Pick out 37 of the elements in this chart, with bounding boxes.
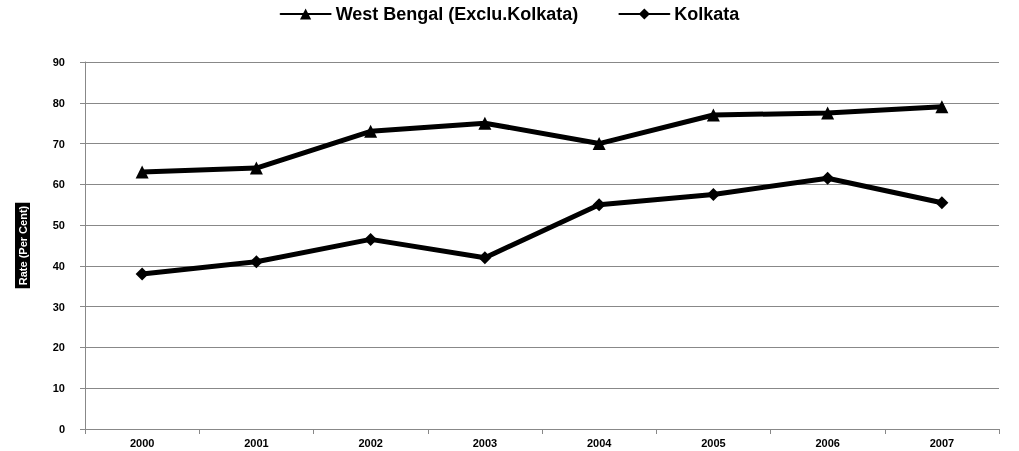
point	[478, 116, 492, 130]
y-tick-label: 30	[52, 300, 65, 313]
y-tick-label: 80	[52, 96, 65, 109]
point	[592, 137, 606, 151]
y-tick-label: 20	[52, 341, 65, 354]
point	[821, 106, 835, 120]
x-tick-label: 2001	[244, 436, 269, 449]
point	[706, 108, 720, 122]
point	[364, 232, 378, 246]
x-tick-label: 2007	[929, 436, 955, 449]
legend-label: Kolkata	[674, 4, 741, 24]
legend-label: West Bengal (Exclu.Kolkata)	[335, 4, 579, 24]
x-tick-label: 2002	[358, 436, 383, 449]
point	[249, 255, 263, 269]
point	[478, 251, 492, 265]
point	[821, 171, 835, 185]
point	[592, 198, 606, 212]
y-tick-label: 60	[52, 178, 65, 191]
y-tick-label: 40	[52, 259, 65, 272]
y-tick-label: 0	[58, 423, 65, 435]
y-tick-label: 50	[52, 219, 65, 232]
point	[135, 165, 149, 179]
point	[935, 196, 949, 210]
point	[249, 161, 263, 175]
y-tick-label: 10	[52, 382, 65, 395]
x-tick-label: 2006	[815, 436, 840, 449]
point	[364, 124, 378, 138]
x-tick-label: 2004	[586, 436, 613, 449]
point	[935, 100, 949, 114]
y-tick-label: 90	[52, 56, 65, 68]
x-tick-label: 2005	[701, 436, 726, 449]
point	[706, 188, 720, 202]
y-axis-title: Rate (Per Cent)	[16, 205, 29, 286]
point	[135, 267, 149, 281]
x-tick-label: 2003	[472, 436, 498, 449]
y-tick-label: 70	[52, 137, 65, 150]
x-tick-label: 2000	[129, 436, 155, 449]
